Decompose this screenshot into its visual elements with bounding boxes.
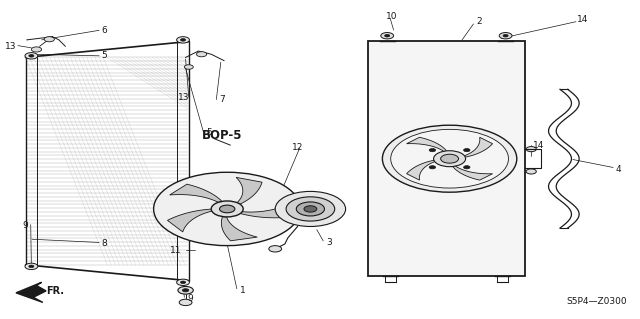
Circle shape	[25, 263, 38, 270]
Circle shape	[434, 151, 466, 167]
Circle shape	[526, 169, 536, 174]
Circle shape	[154, 172, 301, 246]
Text: 13: 13	[178, 93, 189, 102]
Polygon shape	[221, 217, 257, 241]
Text: 6: 6	[101, 26, 107, 35]
Circle shape	[184, 65, 193, 69]
Polygon shape	[170, 184, 222, 202]
Text: 1: 1	[240, 286, 246, 295]
Text: 2: 2	[477, 17, 483, 26]
Circle shape	[526, 147, 536, 152]
Circle shape	[177, 279, 189, 286]
Circle shape	[177, 37, 189, 43]
Text: 5: 5	[206, 128, 212, 137]
Text: 4: 4	[616, 165, 621, 174]
Circle shape	[44, 37, 54, 42]
Circle shape	[25, 53, 38, 59]
Circle shape	[29, 55, 34, 57]
Circle shape	[220, 205, 235, 213]
Text: 3: 3	[326, 238, 332, 247]
Text: 9: 9	[187, 294, 193, 303]
Polygon shape	[452, 165, 493, 180]
Polygon shape	[463, 137, 493, 158]
Circle shape	[182, 289, 189, 292]
Circle shape	[383, 125, 517, 192]
Polygon shape	[240, 204, 290, 218]
Circle shape	[381, 33, 394, 39]
Text: 8: 8	[101, 239, 107, 248]
Text: BOP-5: BOP-5	[202, 129, 242, 142]
Circle shape	[179, 299, 192, 306]
Circle shape	[385, 34, 390, 37]
Text: 13: 13	[5, 42, 17, 51]
Circle shape	[429, 149, 436, 152]
Polygon shape	[16, 282, 46, 302]
Circle shape	[296, 202, 324, 216]
Polygon shape	[406, 137, 447, 152]
Circle shape	[29, 265, 34, 268]
Text: S5P4—Z0300: S5P4—Z0300	[566, 297, 627, 306]
Circle shape	[463, 149, 470, 152]
Polygon shape	[236, 177, 262, 204]
Circle shape	[304, 206, 317, 212]
Text: FR.: FR.	[46, 286, 64, 296]
Text: 10: 10	[386, 12, 397, 21]
Text: 9: 9	[22, 221, 28, 230]
Circle shape	[463, 166, 470, 169]
Circle shape	[31, 47, 42, 52]
Polygon shape	[368, 41, 525, 276]
Circle shape	[180, 281, 186, 284]
Circle shape	[286, 197, 335, 221]
Circle shape	[390, 130, 509, 188]
Text: 5: 5	[101, 51, 107, 60]
Text: 12: 12	[292, 143, 303, 152]
Text: 7: 7	[219, 95, 225, 104]
Circle shape	[178, 286, 193, 294]
Text: 14: 14	[577, 15, 589, 24]
Circle shape	[441, 154, 458, 163]
Circle shape	[211, 201, 243, 217]
Text: 14: 14	[532, 141, 544, 150]
Polygon shape	[168, 209, 212, 232]
Circle shape	[196, 52, 207, 57]
Circle shape	[180, 39, 186, 41]
Circle shape	[275, 191, 346, 226]
Text: 11: 11	[170, 246, 181, 255]
Circle shape	[429, 166, 436, 169]
Circle shape	[269, 246, 282, 252]
Circle shape	[503, 34, 508, 37]
Polygon shape	[406, 160, 436, 180]
Circle shape	[499, 33, 512, 39]
